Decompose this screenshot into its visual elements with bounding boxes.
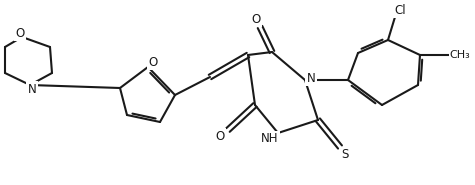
Text: N: N (28, 83, 37, 95)
Text: NH: NH (261, 132, 279, 145)
Text: O: O (251, 13, 261, 26)
Text: Cl: Cl (394, 4, 406, 16)
Text: O: O (15, 26, 25, 40)
Text: N: N (307, 71, 315, 85)
Text: CH₃: CH₃ (450, 50, 470, 60)
Text: S: S (342, 149, 349, 162)
Text: O: O (148, 56, 158, 68)
Text: O: O (215, 130, 225, 142)
